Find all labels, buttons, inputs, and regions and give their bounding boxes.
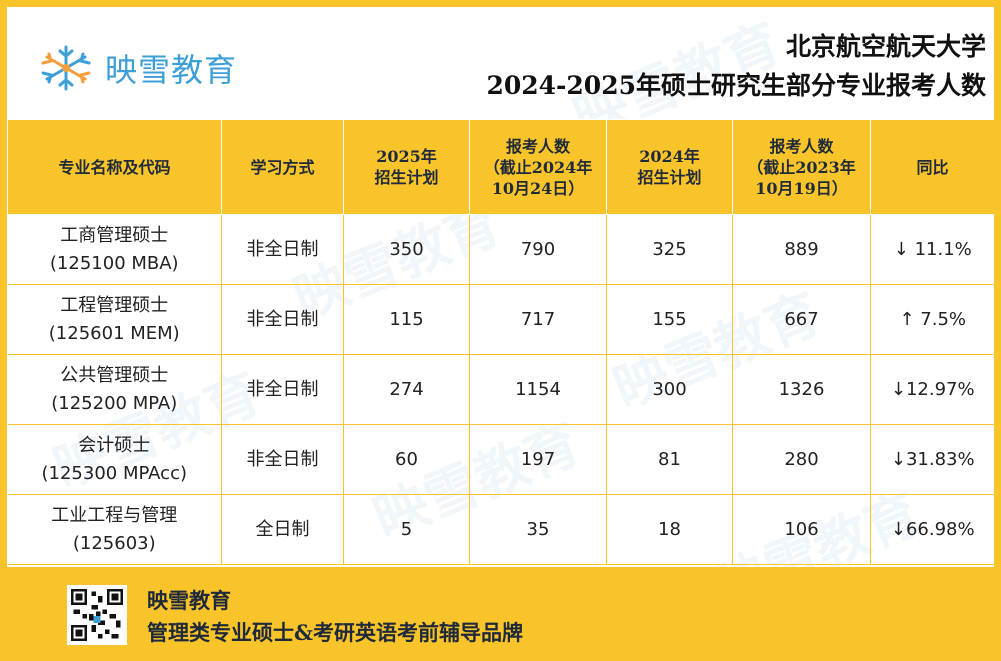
applicants-2025-cell: 35 xyxy=(469,494,607,565)
column-header-line: 招生计划 xyxy=(374,168,439,187)
program-cell: 公共管理硕士 (125200 MPA) xyxy=(7,354,222,425)
column-header-line: 2024年 xyxy=(639,147,700,166)
plan-2025-cell: 350 xyxy=(343,214,470,285)
applicants-2025-cell: 1154 xyxy=(469,354,607,425)
column-header-line: 10月19日） xyxy=(755,178,848,198)
header: 映雪教育 北京航空航天大学 2024-2025年硕士研究生部分专业报考人数 xyxy=(7,7,994,119)
column-header-line: 报考人数 xyxy=(505,136,570,156)
footer-slogan: 管理类专业硕士&考研英语考前辅导品牌 xyxy=(147,620,523,645)
column-header-line: 专业名称及代码 xyxy=(58,157,171,177)
footer-text: 映雪教育 管理类专业硕士&考研英语考前辅导品牌 xyxy=(147,587,523,647)
footer-brand: 映雪教育 xyxy=(147,588,231,613)
column-header-line: 同比 xyxy=(916,157,949,177)
column-header: 2024年招生计划 xyxy=(606,119,733,215)
applicants-2024-cell: 667 xyxy=(732,284,871,355)
study-mode-cell: 非全日制 xyxy=(221,354,344,425)
title-block: 北京航空航天大学 2024-2025年硕士研究生部分专业报考人数 xyxy=(486,29,986,104)
applicants-2024-cell: 889 xyxy=(732,214,871,285)
plan-2024-cell: 18 xyxy=(606,494,733,565)
yoy-value: 11.1% xyxy=(908,238,972,260)
column-header: 报考人数 （截止2023年 10月19日） xyxy=(732,119,871,215)
applicants-2024-cell: 106 xyxy=(732,494,871,565)
column-header-line: （截止2023年 xyxy=(747,157,856,177)
yoy-cell: 11.1% xyxy=(870,214,994,285)
program-name: 工程管理硕士 xyxy=(60,294,169,316)
study-mode-cell: 全日制 xyxy=(221,494,344,565)
program-name: 工商管理硕士 xyxy=(60,224,169,246)
column-header: 报考人数 （截止2024年 10月24日） xyxy=(469,119,607,215)
column-header-line: （截止2024年 xyxy=(483,157,593,177)
program-code: (125601 MEM) xyxy=(48,322,180,344)
applicants-2025-cell: 197 xyxy=(469,424,607,495)
program-cell: 工商管理硕士 (125100 MBA) xyxy=(7,214,222,285)
arrow-down-icon xyxy=(891,519,906,540)
column-header-line: 学习方式 xyxy=(250,157,315,177)
column-header: 2025年招生计划 xyxy=(343,119,470,215)
column-header: 专业名称及代码 xyxy=(7,119,222,215)
program-name: 公共管理硕士 xyxy=(60,364,169,386)
column-header-line: 2025年 xyxy=(376,147,437,166)
plan-2025-cell: 5 xyxy=(343,494,470,565)
column-header: 同比 xyxy=(870,119,994,215)
column-header: 学习方式 xyxy=(221,119,344,215)
arrow-down-icon xyxy=(894,239,909,260)
study-mode-cell: 非全日制 xyxy=(221,424,344,495)
program-cell: 工程管理硕士 (125601 MEM) xyxy=(7,284,222,355)
applicants-2025-cell: 717 xyxy=(469,284,607,355)
study-mode-cell: 非全日制 xyxy=(221,284,344,355)
arrow-up-icon xyxy=(899,309,914,330)
program-code: (125200 MPA) xyxy=(51,392,178,414)
applicants-2025-cell: 790 xyxy=(469,214,607,285)
plan-2024-cell: 81 xyxy=(606,424,733,495)
program-cell: 会计硕士 (125300 MPAcc) xyxy=(7,424,222,495)
snowflake-logo-icon xyxy=(41,45,91,91)
yoy-cell: 66.98% xyxy=(870,494,994,565)
program-cell: 工业工程与管理 (125603) xyxy=(7,494,222,565)
yoy-value: 31.83% xyxy=(905,448,975,470)
yoy-value: 12.97% xyxy=(905,378,975,400)
program-name: 会计硕士 xyxy=(78,434,151,456)
brand-logo: 映雪教育 xyxy=(33,41,237,95)
program-code: (125603) xyxy=(72,532,156,554)
footer: 映雪教育 管理类专业硕士&考研英语考前辅导品牌 xyxy=(7,567,994,654)
page-title: 北京航空航天大学 xyxy=(785,32,986,61)
plan-2024-cell: 155 xyxy=(606,284,733,355)
plan-2025-cell: 274 xyxy=(343,354,470,425)
program-code: (125100 MBA) xyxy=(49,252,179,274)
page-subtitle: 2024-2025年硕士研究生部分专业报考人数 xyxy=(486,71,986,100)
plan-2024-cell: 300 xyxy=(606,354,733,425)
applicants-table: 专业名称及代码 学习方式 2025年 招生计划 报考人数 （截止2024年 10月24日） 2… xyxy=(7,119,994,565)
column-header-line: 报考人数 xyxy=(769,136,834,156)
program-name: 工业工程与管理 xyxy=(51,504,178,526)
column-header-line: 10月24日） xyxy=(491,178,585,198)
plan-2024-cell: 325 xyxy=(606,214,733,285)
arrow-down-icon xyxy=(891,379,906,400)
yoy-cell: 7.5% xyxy=(870,284,994,355)
qr-code-icon xyxy=(67,585,127,645)
study-mode-cell: 非全日制 xyxy=(221,214,344,285)
yoy-value: 66.98% xyxy=(905,518,975,540)
logo-text: 映雪教育 xyxy=(105,51,238,89)
applicants-2024-cell: 280 xyxy=(732,424,871,495)
plan-2025-cell: 115 xyxy=(343,284,470,355)
program-code: (125300 MPAcc) xyxy=(41,462,187,484)
column-header-line: 招生计划 xyxy=(637,168,702,187)
yoy-cell: 31.83% xyxy=(870,424,994,495)
table-header-row: 专业名称及代码 学习方式 2025年 招生计划 报考人数 （截止2024年 10月24日） 2… xyxy=(7,119,994,215)
applicants-2024-cell: 1326 xyxy=(732,354,871,425)
plan-2025-cell: 60 xyxy=(343,424,470,495)
yoy-value: 7.5% xyxy=(914,308,967,330)
yoy-cell: 12.97% xyxy=(870,354,994,425)
arrow-down-icon xyxy=(891,449,906,470)
